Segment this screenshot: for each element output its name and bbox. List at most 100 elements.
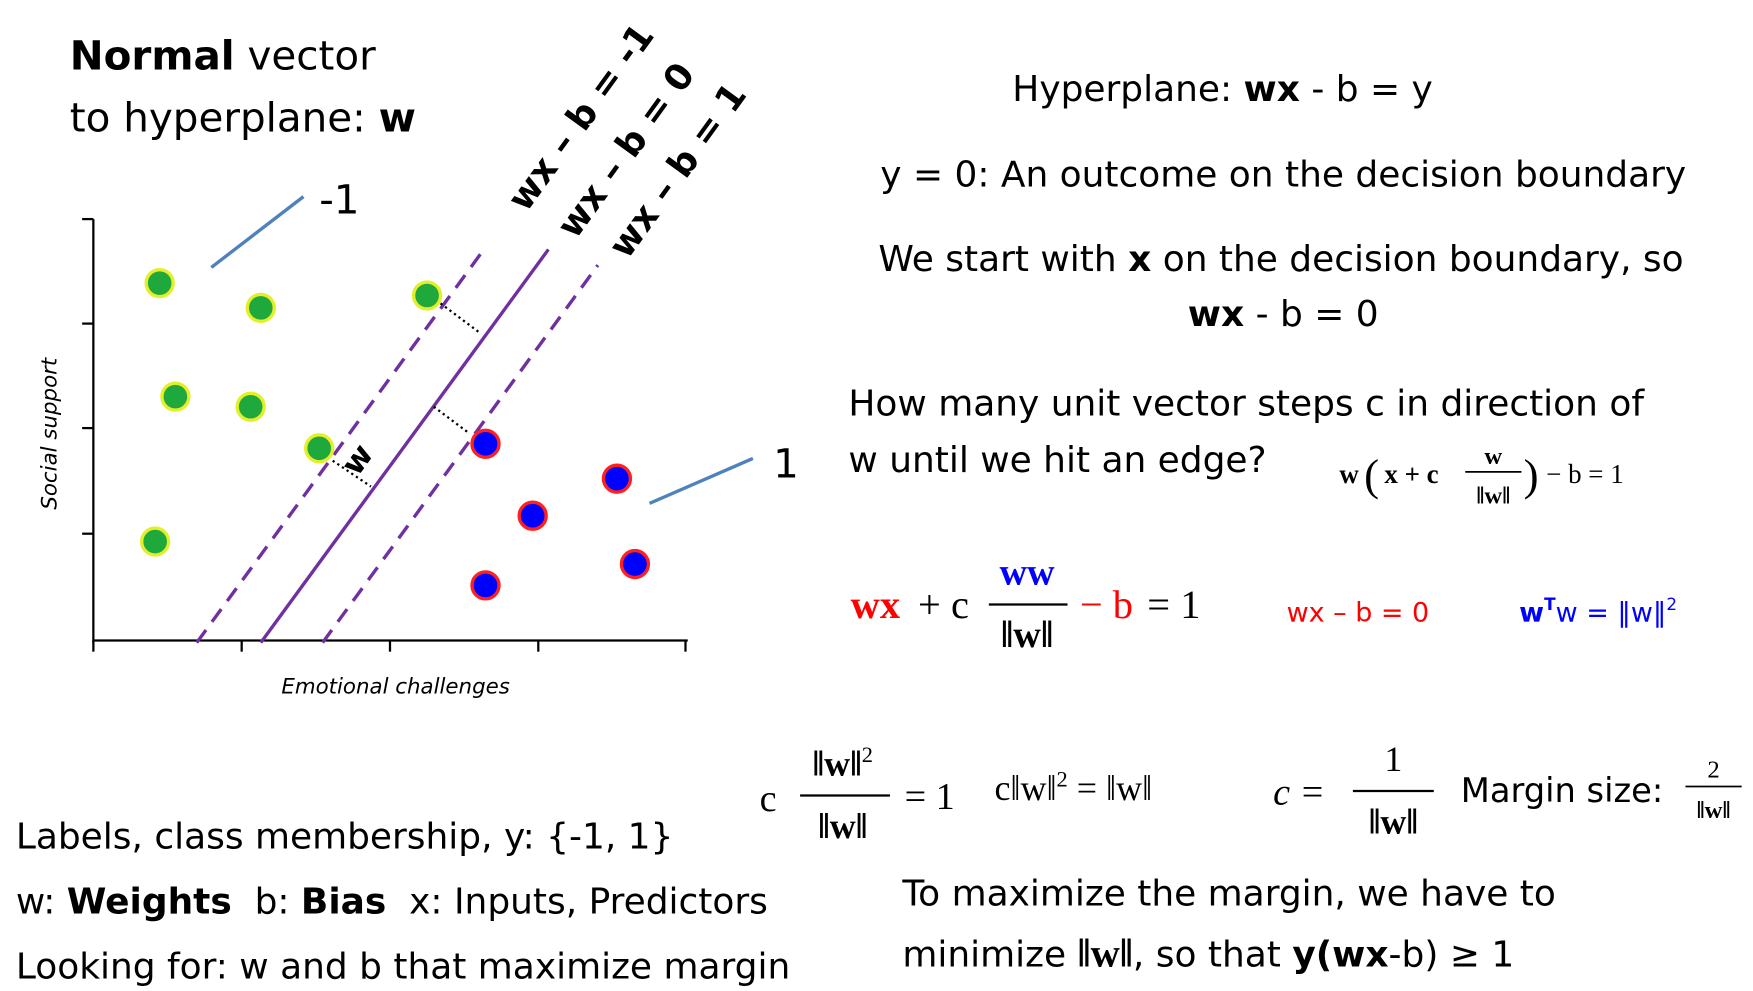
point: [470, 428, 501, 459]
definition: w: Weights b: Bias x: Inputs, Predictors: [16, 881, 768, 922]
math: c: [1273, 771, 1290, 813]
math: T: [1544, 594, 1556, 614]
math: ‖w‖: [1001, 614, 1053, 656]
margin-line: [195, 246, 487, 644]
text: We start with: [878, 239, 1128, 280]
math: x + c: [1384, 459, 1438, 489]
math: w: [1484, 443, 1502, 470]
arrow: [439, 302, 482, 335]
x-label: Emotional challenges: [281, 674, 510, 699]
text: Bias: [301, 881, 386, 922]
math: =: [1292, 771, 1333, 813]
definition: minimize ‖w‖, so that y(wx-b) ≥ 1: [902, 930, 1514, 975]
math: w = ‖w‖: [1556, 597, 1667, 628]
math: 1: [1384, 739, 1402, 779]
definition: Looking for: w and b that maximize margi…: [16, 947, 790, 988]
text: - b = y: [1300, 69, 1433, 110]
axes: [82, 217, 688, 652]
note: y = 0: An outcome on the decision bounda…: [880, 155, 1686, 196]
note: w until we hit an edge?: [848, 440, 1266, 481]
title: to hyperplane: w: [70, 93, 416, 141]
text: Hyperplane:: [1012, 69, 1243, 110]
text: -b) ≥ 1: [1389, 934, 1515, 975]
math: = 1: [1137, 582, 1200, 627]
note: How many unit vector steps c in directio…: [848, 384, 1645, 425]
math: wx – b = 0: [1287, 597, 1430, 628]
math: = ‖w‖: [1068, 768, 1152, 808]
point: [139, 526, 171, 557]
note: We start with x on the decision boundary…: [878, 239, 1683, 280]
text: w:: [16, 881, 67, 922]
text: ‖w‖: [1077, 930, 1132, 975]
math: ‖w‖: [818, 806, 867, 846]
math: − b: [1070, 582, 1133, 627]
point: [601, 463, 633, 494]
text: x: Inputs, Predictors: [386, 881, 768, 922]
math: w: [1519, 597, 1544, 628]
callout: [648, 456, 754, 505]
text: - b = 0: [1244, 294, 1378, 335]
math: 2: [1057, 767, 1068, 792]
definition: Labels, class membership, y: {-1, 1}: [16, 816, 674, 857]
point: [470, 570, 501, 601]
math: (: [1364, 450, 1379, 500]
math: x + c: [1384, 459, 1438, 489]
math: ww: [999, 551, 1055, 593]
arrow: [332, 459, 372, 488]
point: [160, 381, 191, 412]
point: [517, 500, 548, 531]
point: [304, 433, 335, 464]
text: minimize: [902, 934, 1077, 975]
title-bold: Normal: [70, 32, 235, 80]
title: Normal vector: [70, 32, 376, 80]
text: b:: [232, 881, 301, 922]
definition: To maximize the margin, we have to: [901, 874, 1556, 915]
margin-line: [321, 264, 600, 644]
math: + c: [908, 582, 969, 627]
callout: [210, 195, 305, 269]
math: w: [1339, 459, 1359, 489]
title-text: vector: [235, 32, 376, 80]
math: ‖w‖: [813, 743, 862, 783]
math: wx: [851, 582, 900, 627]
text: Weights: [67, 881, 232, 922]
math: ‖w‖: [1476, 482, 1510, 509]
text: , so that: [1133, 934, 1292, 975]
note: wx - b = 0: [1188, 294, 1379, 335]
text: wx: [1244, 69, 1300, 110]
decision-boundary: [259, 248, 550, 644]
note: Hyperplane: wx - b = y: [1012, 69, 1432, 110]
math: wTw = ‖w‖2: [1519, 594, 1677, 628]
math: 2: [862, 742, 873, 767]
arrows: [332, 302, 482, 488]
text: on the decision boundary, so: [1151, 239, 1683, 280]
math: 2: [1707, 757, 1719, 784]
point: [619, 548, 651, 580]
text: y(wx: [1292, 934, 1388, 975]
math: ): [1524, 450, 1539, 500]
math: = 1: [905, 776, 955, 818]
math: Margin size:: [1461, 771, 1674, 810]
math: 2: [1666, 594, 1677, 614]
text: x: [1128, 239, 1151, 280]
math: ‖w‖: [1369, 802, 1418, 842]
class-label: -1: [319, 175, 359, 223]
y-label: Social support: [37, 356, 62, 510]
math: c‖w‖2 = ‖w‖: [994, 767, 1152, 808]
class-neg-points: [139, 267, 443, 557]
math: c‖w‖: [994, 768, 1056, 808]
title-bold: w: [379, 93, 416, 141]
class-label: 1: [773, 440, 799, 488]
class-pos-points: [470, 428, 651, 601]
math: ‖w‖: [1697, 797, 1731, 824]
title-text: to hyperplane:: [70, 93, 379, 141]
point: [144, 267, 175, 299]
point: [235, 391, 266, 422]
arrow: [433, 405, 471, 435]
math: − b = 1: [1539, 459, 1623, 489]
math: ‖w‖2: [813, 742, 874, 783]
point: [411, 280, 443, 311]
text: wx: [1188, 294, 1244, 335]
